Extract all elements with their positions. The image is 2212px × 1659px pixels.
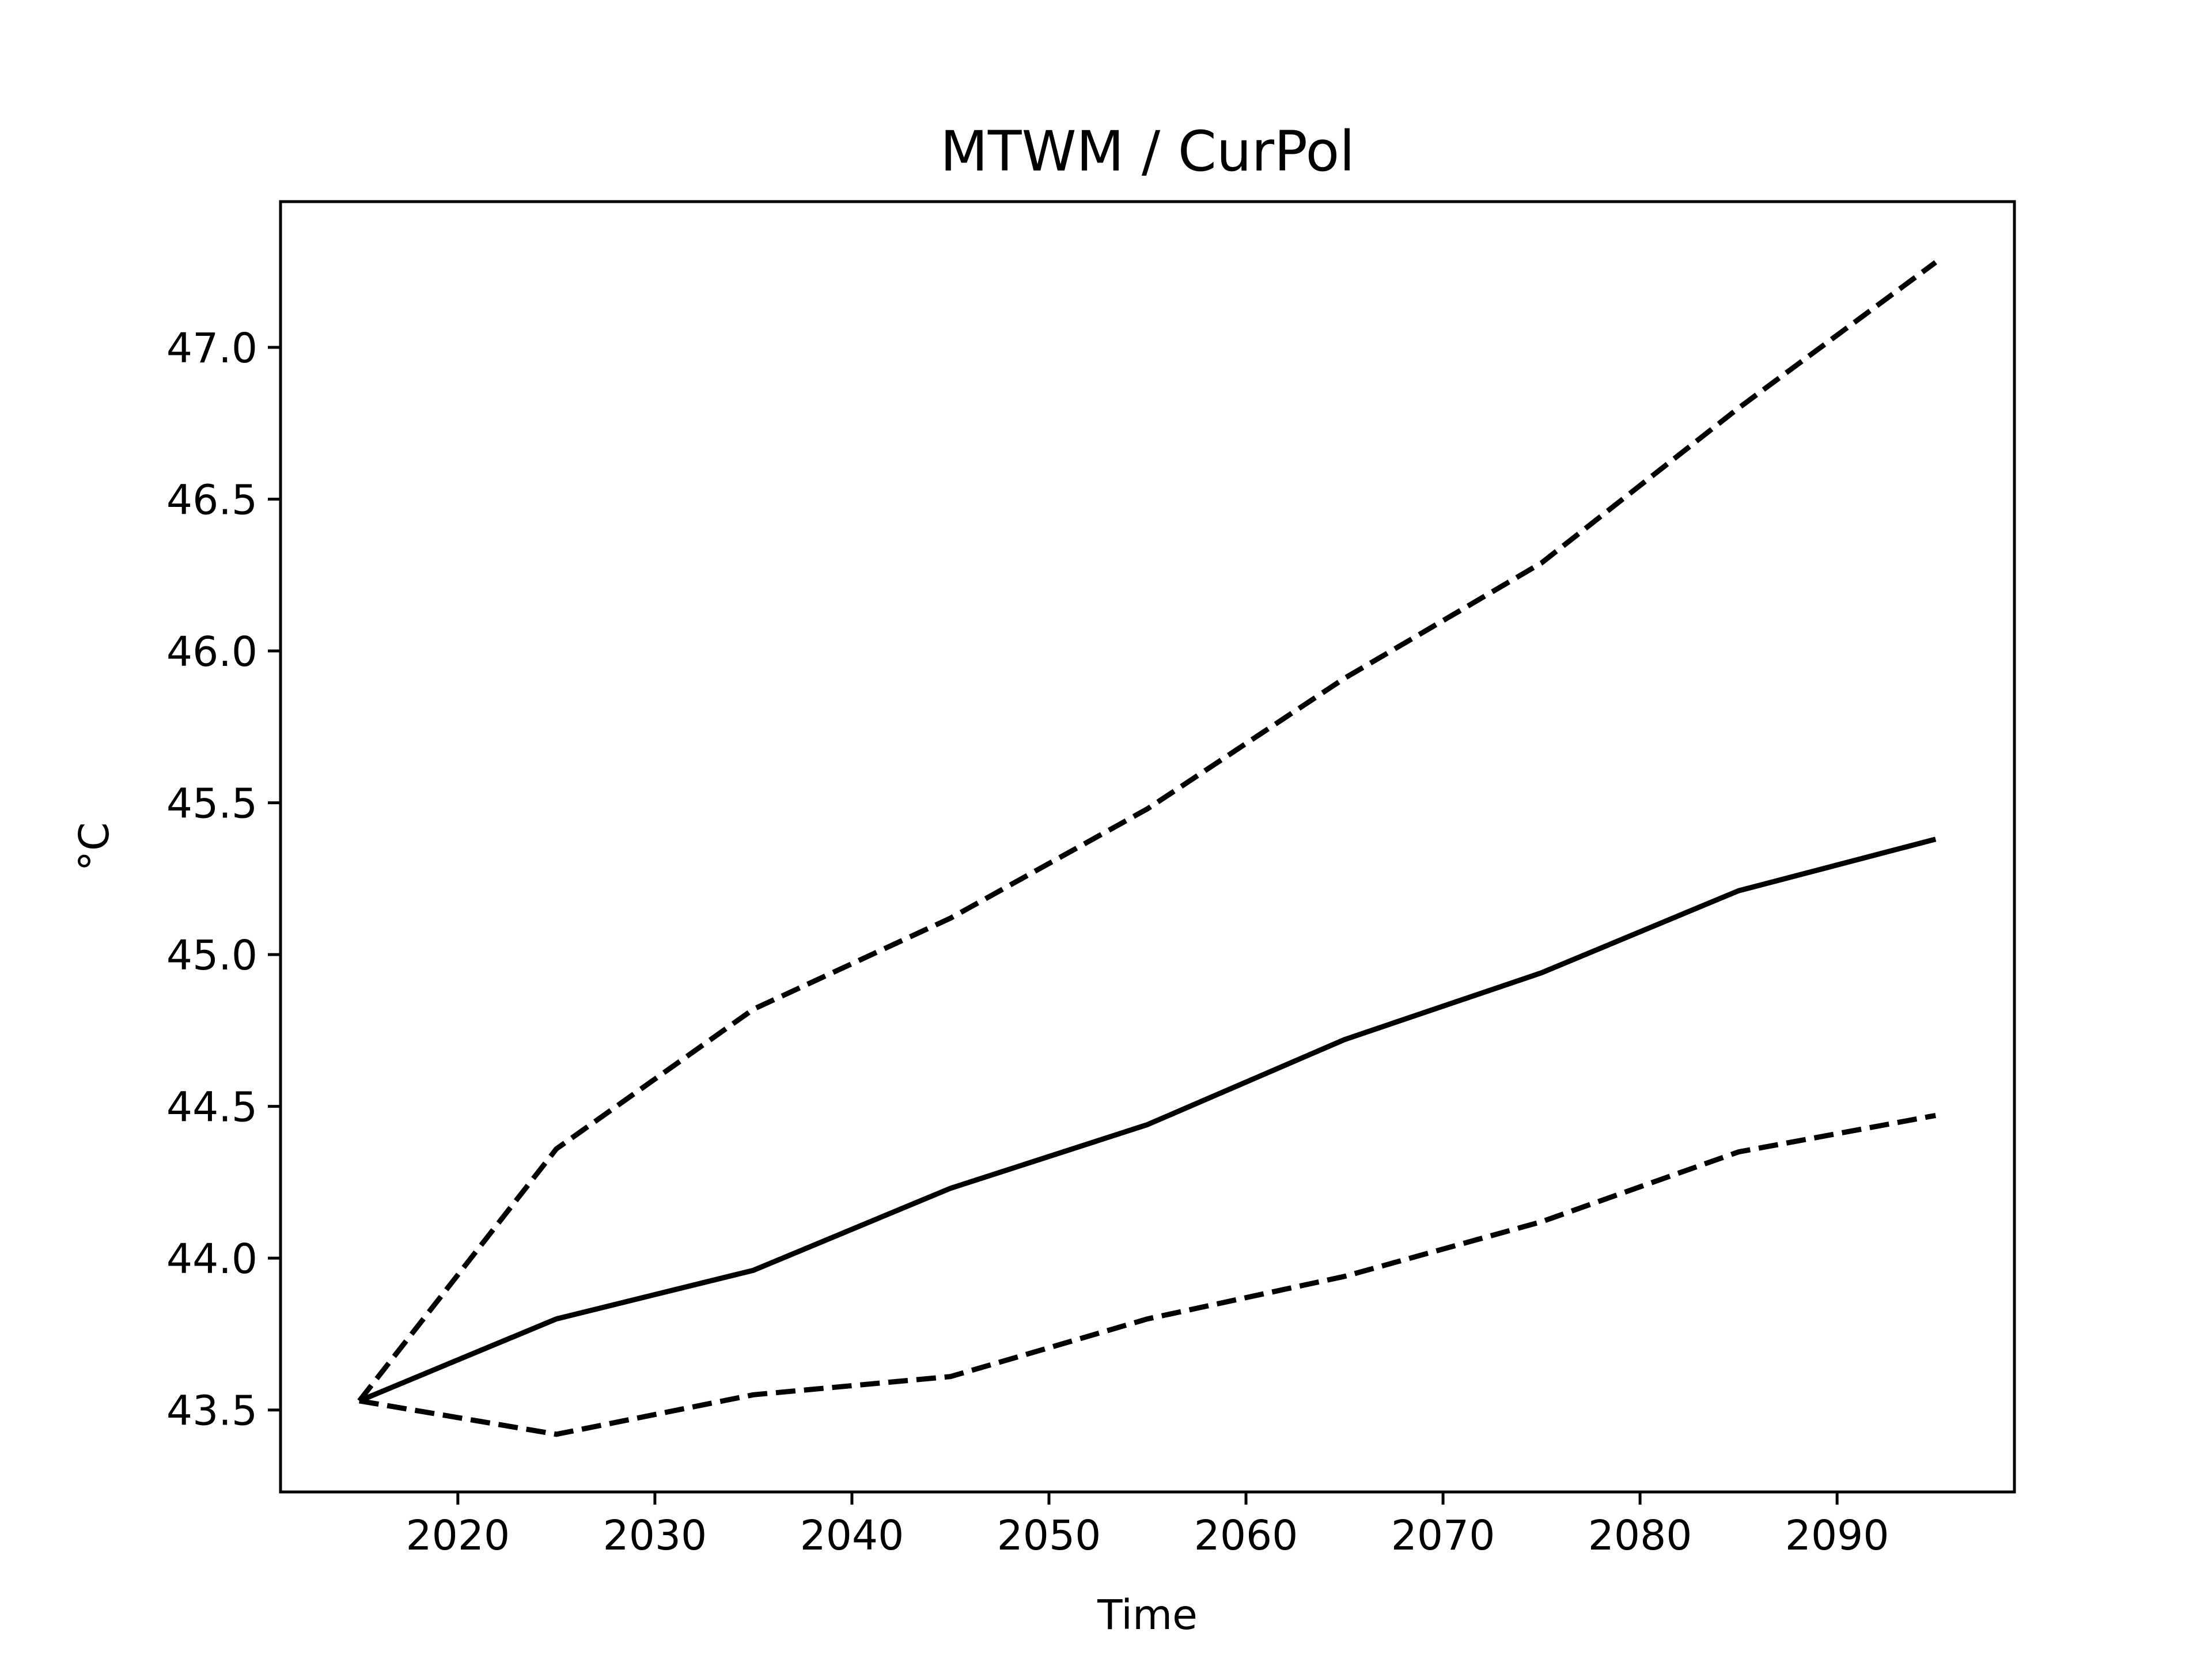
y-tick-label: 44.0 xyxy=(166,1235,257,1283)
y-tick-label: 45.5 xyxy=(166,780,257,828)
y-tick-label: 45.0 xyxy=(166,931,257,979)
x-axis-label: Time xyxy=(1097,1591,1198,1639)
series-layer xyxy=(357,260,1937,1437)
x-tick-label: 2020 xyxy=(406,1512,510,1559)
chart-title: MTWM / CurPol xyxy=(940,119,1355,184)
x-tick-label: 2060 xyxy=(1194,1512,1298,1559)
y-axis-label: °C xyxy=(70,822,118,871)
x-tick-label: 2090 xyxy=(1785,1512,1889,1559)
x-tick-label: 2040 xyxy=(800,1512,904,1559)
x-tick-label: 2070 xyxy=(1391,1512,1495,1559)
x-tick-label: 2030 xyxy=(603,1512,707,1559)
y-tick-label: 43.5 xyxy=(166,1387,257,1435)
x-tick-label: 2080 xyxy=(1588,1512,1692,1559)
plot-frame xyxy=(279,200,2016,1494)
y-tick-label: 44.5 xyxy=(166,1084,257,1131)
y-tick-label: 46.0 xyxy=(166,628,257,676)
x-tick-label: 2050 xyxy=(997,1512,1101,1559)
dashed-series-line-1 xyxy=(357,260,1937,1403)
y-tick-label: 46.5 xyxy=(166,476,257,524)
x-axis-ticks: 2020 2030 2040 2050 2060 2070 2080 2090 xyxy=(406,1492,1889,1559)
y-axis-ticks: 43.5 44.0 44.5 45.0 45.5 46.0 46.5 47.0 xyxy=(166,324,281,1435)
dashed-series-line-2 xyxy=(359,1112,1937,1437)
solid-series-line-0 xyxy=(358,836,1937,1404)
y-tick-label: 47.0 xyxy=(166,324,257,372)
